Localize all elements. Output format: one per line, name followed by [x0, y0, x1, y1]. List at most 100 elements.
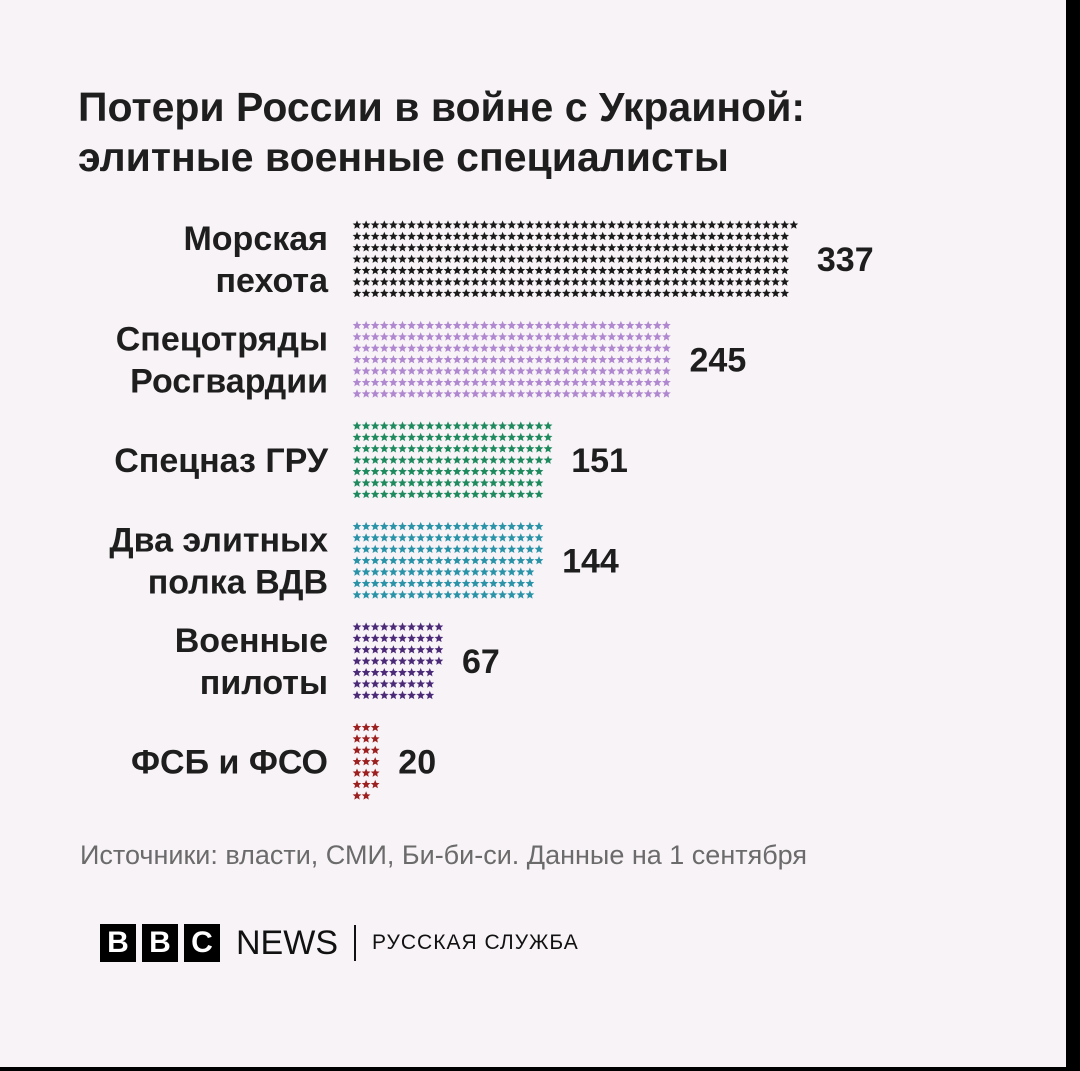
star-mark — [534, 343, 544, 353]
star-mark — [461, 343, 471, 353]
star-mark — [443, 467, 453, 476]
star-mark — [379, 633, 389, 643]
star-mark — [379, 220, 389, 229]
star-mark — [534, 489, 544, 499]
star-mark — [507, 478, 517, 487]
star-mark — [379, 645, 389, 654]
star-mark — [370, 467, 380, 476]
star-mark — [425, 544, 435, 554]
star-mark — [379, 366, 389, 375]
star-mark — [652, 254, 662, 263]
star-mark — [361, 489, 371, 499]
star-mark — [634, 320, 644, 330]
category-label: ФСБ и ФСО — [131, 744, 328, 782]
star-mark — [425, 377, 435, 387]
value-label: 151 — [571, 442, 628, 480]
star-mark — [361, 266, 371, 275]
star-mark — [407, 320, 416, 330]
star-mark — [525, 455, 535, 464]
category-label-line: Спецназ ГРУ — [114, 442, 329, 480]
star-mark — [352, 455, 362, 464]
star-mark — [598, 288, 608, 298]
star-mark — [716, 254, 726, 263]
star-mark — [443, 590, 453, 599]
star-mark — [480, 254, 489, 263]
star-mark — [561, 288, 571, 298]
star-mark — [470, 521, 480, 531]
star-mark — [361, 656, 371, 665]
star-mark — [580, 288, 589, 298]
star-mark — [416, 668, 426, 677]
star-mark — [389, 377, 398, 387]
star-mark — [379, 444, 389, 453]
star-mark — [379, 590, 389, 599]
star-mark — [634, 355, 644, 364]
star-mark — [407, 432, 416, 442]
star-mark — [634, 343, 644, 353]
star-mark — [361, 343, 371, 353]
star-mark — [425, 467, 435, 476]
star-mark — [389, 366, 398, 375]
star-mark — [789, 220, 799, 229]
category-label-line: пехота — [215, 262, 329, 300]
star-mark — [434, 633, 444, 643]
star-mark — [516, 320, 526, 330]
service-name: РУССКАЯ СЛУЖБА — [372, 931, 579, 954]
value-label: 337 — [817, 241, 874, 279]
star-mark — [516, 266, 526, 275]
star-mark — [452, 288, 462, 298]
star-mark — [352, 757, 362, 766]
star-mark — [398, 578, 407, 588]
star-mark — [407, 389, 416, 398]
star-mark — [407, 533, 416, 542]
star-mark — [470, 467, 480, 476]
star-mark — [425, 489, 435, 499]
star-mark — [525, 332, 535, 341]
star-mark — [361, 556, 371, 565]
star-mark — [516, 377, 526, 387]
star-mark — [534, 243, 544, 252]
star-mark — [379, 690, 389, 700]
star-mark — [671, 288, 680, 298]
star-mark — [716, 288, 726, 298]
star-mark — [625, 220, 635, 229]
star-mark — [389, 656, 398, 665]
star-mark — [498, 343, 507, 353]
star-mark — [734, 288, 744, 298]
star-mark — [734, 231, 744, 241]
star-mark — [398, 455, 407, 464]
star-mark — [580, 277, 589, 286]
star-mark — [652, 231, 662, 241]
star-mark — [389, 578, 398, 588]
star-mark — [461, 567, 471, 576]
star-mark — [489, 320, 498, 330]
star-mark — [443, 455, 453, 464]
star-mark — [470, 567, 480, 576]
star-mark — [361, 722, 371, 732]
star-mark — [443, 377, 453, 387]
star-mark — [498, 288, 507, 298]
star-mark — [407, 668, 416, 677]
star-mark — [498, 320, 507, 330]
star-mark — [507, 556, 517, 565]
star-mark — [470, 366, 480, 375]
star-mark — [470, 533, 480, 542]
star-mark — [361, 533, 371, 542]
star-mark — [352, 656, 362, 665]
star-mark — [443, 266, 453, 275]
star-mark — [379, 533, 389, 542]
star-mark — [452, 478, 462, 487]
star-mark — [452, 231, 462, 241]
star-mark — [607, 254, 617, 263]
star-mark — [662, 366, 671, 375]
star-mark — [398, 366, 407, 375]
star-mark — [480, 332, 489, 341]
star-mark — [634, 288, 644, 298]
star-mark — [698, 266, 708, 275]
star-mark — [370, 645, 380, 654]
star-mark — [489, 478, 498, 487]
star-mark — [561, 320, 571, 330]
star-mark — [461, 578, 471, 588]
star-mark — [480, 455, 489, 464]
